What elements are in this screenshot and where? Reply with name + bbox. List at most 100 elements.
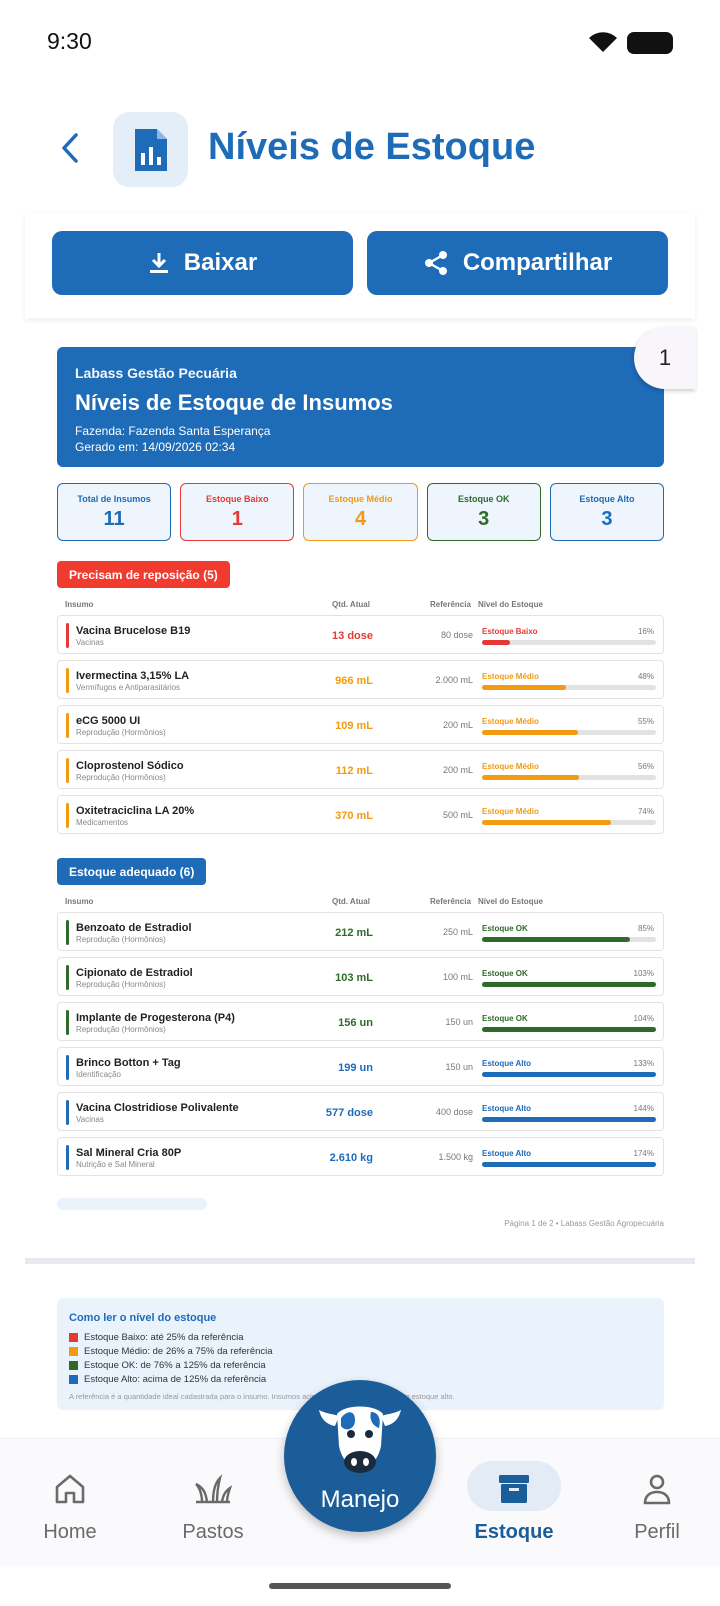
legend-swatch — [69, 1360, 78, 1370]
item-level-percent: 133% — [633, 1059, 654, 1068]
level-bar-fill — [482, 1072, 656, 1077]
level-bar-track — [482, 982, 656, 987]
legend-item: Estoque Médio: de 26% a 75% da referênci… — [69, 1344, 652, 1358]
item-reference: 2.000 mL — [435, 675, 473, 685]
summary-card-value: 4 — [354, 508, 367, 530]
item-category: Reprodução (Hormônios) — [76, 1025, 166, 1034]
legend-title: Como ler o nível do estoque — [69, 1312, 217, 1324]
item-category: Vermífugos e Antiparasitários — [76, 683, 181, 692]
level-bar-track — [482, 640, 656, 645]
nav-estoque-label: Estoque — [474, 1521, 554, 1543]
section-adequate-chip: Estoque adequado (6) — [57, 858, 207, 885]
level-bar-track — [482, 1117, 656, 1122]
item-name: Vacina Clostridiose Polivalente — [76, 1102, 239, 1114]
item-category: Reprodução (Hormônios) — [76, 773, 166, 782]
item-reference: 200 mL — [442, 720, 473, 730]
table-row: Implante de Progesterona (P4) Reprodução … — [57, 1002, 664, 1041]
item-qty: 103 mL — [335, 972, 373, 984]
col-level: Nível do Estoque — [478, 600, 543, 609]
nav-perfil[interactable]: Perfil — [597, 1439, 717, 1567]
summary-card-label: Estoque Médio — [328, 494, 393, 504]
item-qty: 577 dose — [325, 1107, 373, 1119]
back-button[interactable] — [50, 128, 90, 168]
page-number-badge[interactable]: 1 — [634, 327, 696, 389]
item-category: Reprodução (Hormônios) — [76, 980, 166, 989]
nav-pastos[interactable]: Pastos — [153, 1439, 273, 1567]
status-stripe — [66, 623, 69, 648]
level-bar-fill — [482, 775, 580, 780]
status-stripe — [66, 1100, 69, 1125]
item-qty: 199 un — [338, 1062, 373, 1074]
item-level-percent: 85% — [637, 924, 654, 933]
legend-item: Estoque Alto: acima de 125% da referênci… — [69, 1372, 652, 1386]
nav-pastos-label: Pastos — [182, 1521, 244, 1543]
item-category: Reprodução (Hormônios) — [76, 935, 166, 944]
item-category: Vacinas — [76, 1115, 104, 1124]
item-level-percent: 174% — [633, 1149, 654, 1158]
level-bar-fill — [482, 1117, 656, 1122]
item-name: Brinco Botton + Tag — [76, 1057, 181, 1069]
table-row: Sal Mineral Cria 80P Nutrição e Sal Miner… — [57, 1137, 664, 1176]
download-icon — [149, 253, 168, 273]
col-ref: Referência — [430, 897, 471, 906]
level-bar-fill — [482, 982, 656, 987]
item-level-label: Estoque Médio — [482, 762, 539, 771]
summary-card: Estoque Alto 3 — [549, 483, 665, 541]
item-level-label: Estoque OK — [482, 924, 528, 933]
download-label: Baixar — [183, 249, 258, 276]
status-stripe — [66, 1010, 69, 1035]
nav-home[interactable]: Home — [10, 1439, 130, 1567]
level-bar-fill — [482, 1162, 656, 1167]
summary-card-value: 1 — [231, 508, 243, 530]
home-indicator[interactable] — [269, 1583, 451, 1589]
level-bar-track — [482, 730, 656, 735]
download-button[interactable]: Baixar — [52, 231, 353, 295]
item-reference: 150 un — [445, 1017, 473, 1027]
level-bar-fill — [482, 685, 566, 690]
table-row: eCG 5000 UI Reprodução (Hormônios) 109 mL 2… — [57, 705, 664, 744]
item-qty: 212 mL — [335, 927, 373, 939]
report-header: Labass Gestão Pecuária Níveis de Estoque… — [57, 347, 664, 467]
page-footer: Página 1 de 2 • Labass Gestão Agropecuár… — [504, 1219, 664, 1228]
item-level-label: Estoque Alto — [482, 1059, 532, 1068]
status-stripe — [66, 1145, 69, 1170]
item-category: Nutrição e Sal Mineral — [76, 1160, 155, 1169]
item-level-label: Estoque Médio — [482, 717, 539, 726]
col-qty: Qtd. Atual — [332, 897, 370, 906]
summary-card: Total de Insumos 11 — [57, 483, 172, 541]
item-level-label: Estoque Médio — [482, 807, 539, 816]
legend-text: Estoque OK: de 76% a 125% da referência — [84, 1359, 266, 1371]
level-bar-track — [482, 685, 656, 690]
item-level-percent: 55% — [637, 717, 654, 726]
item-level-percent: 103% — [633, 969, 654, 978]
manejo-button[interactable]: Manejo — [284, 1380, 436, 1532]
level-bar-fill — [482, 1027, 656, 1032]
report-icon-box — [113, 112, 188, 187]
summary-card: Estoque OK 3 — [426, 483, 541, 541]
legend-text: Estoque Alto: acima de 125% da referênci… — [84, 1373, 267, 1385]
legend-swatch — [69, 1374, 78, 1384]
summary-card-label: Estoque Alto — [579, 494, 635, 504]
item-level-label: Estoque Médio — [482, 672, 539, 681]
loading-placeholder — [57, 1198, 207, 1210]
item-level-percent: 104% — [633, 1014, 654, 1023]
item-level-percent: 48% — [637, 672, 654, 681]
report-chart-icon — [134, 128, 167, 171]
item-level-percent: 56% — [637, 762, 654, 771]
nav-estoque[interactable]: Estoque — [454, 1439, 574, 1567]
legend-swatch — [69, 1332, 78, 1342]
level-bar-fill — [482, 730, 578, 735]
item-level-label: Estoque Alto — [482, 1149, 532, 1158]
table-row: Benzoato de Estradiol Reprodução (Hormôni… — [57, 912, 664, 951]
item-name: Benzoato de Estradiol — [76, 922, 192, 934]
summary-card: Estoque Baixo 1 — [180, 483, 295, 541]
share-button[interactable]: Compartilhar — [367, 231, 668, 295]
status-stripe — [66, 758, 69, 783]
manejo-label: Manejo — [320, 1486, 400, 1513]
item-level-label: Estoque OK — [482, 1014, 528, 1023]
status-time: 9:30 — [47, 28, 92, 54]
table-header-adequate: Insumo Qtd. Atual Referência Nível do Es… — [57, 897, 664, 911]
report-farm: Fazenda: Fazenda Santa Esperança — [75, 424, 271, 438]
person-icon — [643, 1474, 671, 1505]
item-name: Ivermectina 3,15% LA — [76, 670, 190, 682]
